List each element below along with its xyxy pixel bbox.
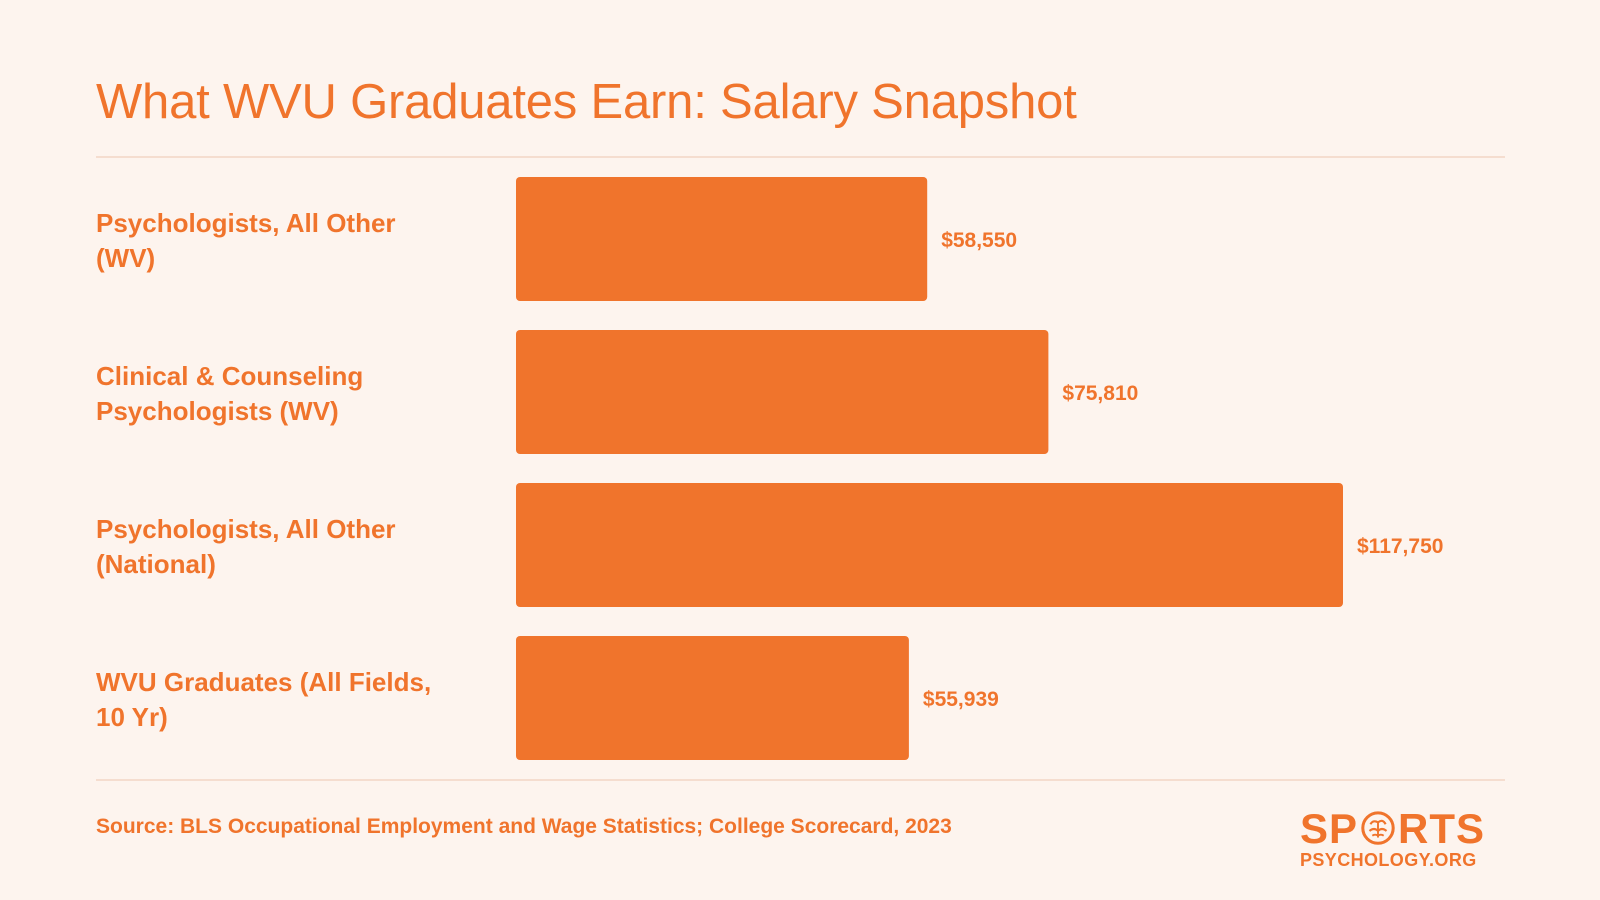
category-label-line: 10 Yr) [96,702,168,732]
chart-title: What WVU Graduates Earn: Salary Snapshot [96,75,1077,129]
category-label-line: Psychologists, All Other [96,208,396,238]
sportspsychology-logo[interactable]: SP RTS PSYCHOLOGY.ORG [1300,808,1500,872]
brain-icon [1361,811,1395,845]
logo-subtext: PSYCHOLOGY.ORG [1300,850,1477,870]
bar-2 [516,483,1343,607]
source-note: Source: BLS Occupational Employment and … [96,815,952,838]
category-label-1: Clinical & Counseling Psychologists (WV) [96,361,363,426]
category-label-line: Clinical & Counseling [96,361,363,391]
value-label-2: $117,750 [1357,535,1443,558]
value-label-0: $58,550 [941,229,1017,252]
category-label-line: (WV) [96,243,155,273]
category-label-2: Psychologists, All Other (National) [96,514,396,579]
bar-0 [516,177,928,301]
top-divider [96,156,1505,158]
value-label-1: $75,810 [1062,382,1138,405]
category-label-line: Psychologists, All Other [96,514,396,544]
logo-text-left: SP [1300,805,1359,852]
bar-3 [516,636,909,760]
category-label-line: WVU Graduates (All Fields, [96,667,431,697]
logo-wordmark: SP RTS [1300,808,1500,850]
category-label-0: Psychologists, All Other (WV) [96,208,396,273]
category-label-3: WVU Graduates (All Fields, 10 Yr) [96,667,431,732]
bar-1 [516,330,1049,454]
value-label-3: $55,939 [923,688,999,711]
category-label-line: Psychologists (WV) [96,396,339,426]
category-label-line: (National) [96,549,216,579]
bottom-divider [96,779,1505,781]
logo-text-right: RTS [1398,805,1486,852]
